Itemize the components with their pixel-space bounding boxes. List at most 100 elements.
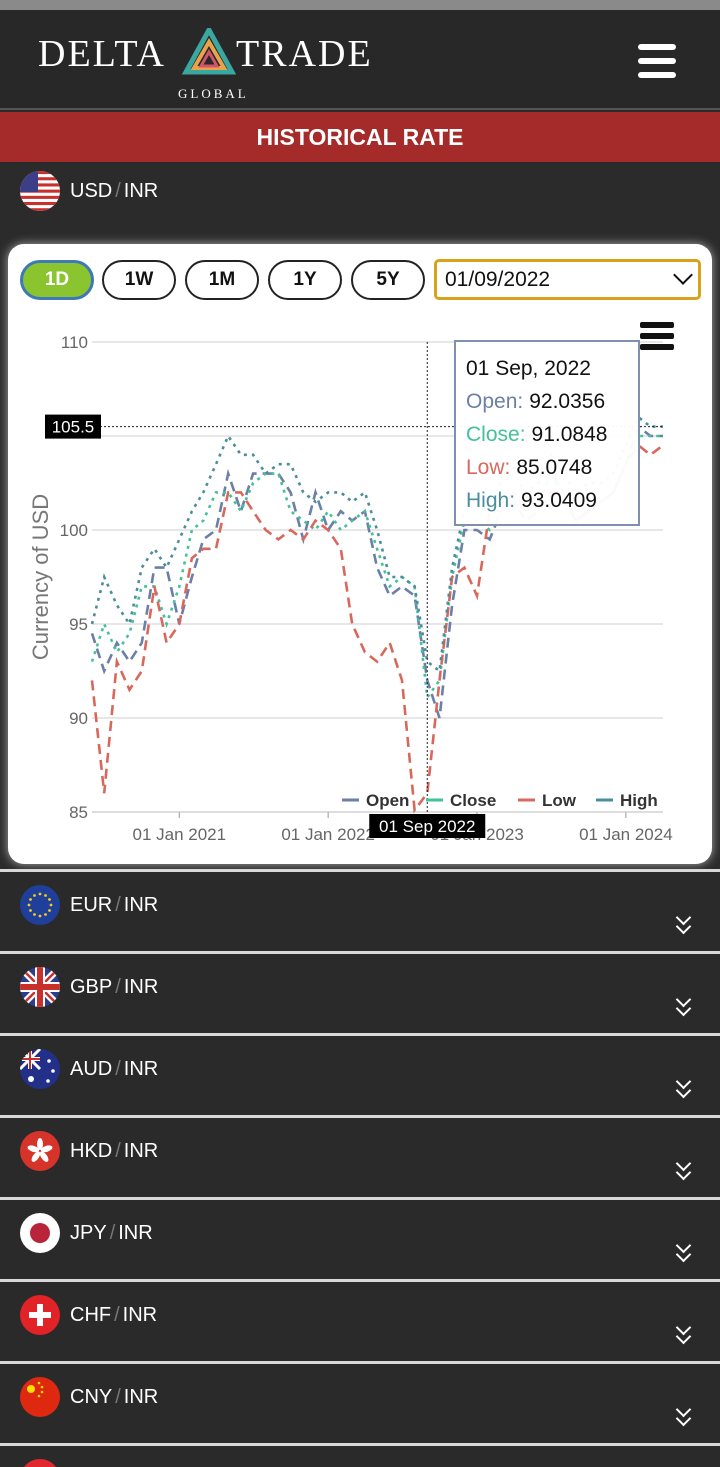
x-tick-label: 01 Jan 2022 bbox=[281, 825, 375, 844]
pair-base: AUD bbox=[70, 1058, 113, 1080]
crosshair-x-badge bbox=[369, 814, 486, 838]
pair-label: GBP / INR bbox=[70, 976, 158, 999]
pair-label: AUD / INR bbox=[70, 1058, 158, 1081]
pair-quote: INR bbox=[123, 1140, 159, 1162]
crosshair-y-badge bbox=[45, 414, 101, 439]
range-button-1m[interactable]: 1M bbox=[185, 260, 259, 300]
pair-row-gbp[interactable]: GBP / INR bbox=[0, 951, 720, 1031]
pair-row-cny[interactable]: CNY / INR bbox=[0, 1361, 720, 1441]
date-select[interactable]: 01/09/2022 bbox=[434, 259, 701, 300]
pair-row-aud[interactable]: AUD / INR bbox=[0, 1033, 720, 1113]
pair-quote: INR bbox=[123, 976, 159, 998]
expand-chevron-icon[interactable] bbox=[674, 909, 694, 938]
chart-tooltip: 01 Sep, 2022 Open: 92.0356 Close: 91.0848 … bbox=[454, 340, 640, 526]
series-line-high bbox=[90, 415, 663, 674]
pair-quote: INR bbox=[123, 1058, 159, 1080]
pair-row-chf[interactable]: CHF / INR bbox=[0, 1279, 720, 1359]
expand-chevron-icon[interactable] bbox=[674, 1401, 694, 1430]
x-tick-label: 01 Jan 2021 bbox=[132, 825, 226, 844]
logo-triangle-icon bbox=[182, 28, 236, 75]
range-button-1w[interactable]: 1W bbox=[102, 260, 176, 300]
pair-separator: / bbox=[115, 1386, 121, 1408]
pair-label: JPY / INR bbox=[70, 1222, 153, 1245]
range-button-1y[interactable]: 1Y bbox=[268, 260, 342, 300]
pair-separator: / bbox=[115, 894, 121, 916]
pair-separator: / bbox=[115, 180, 121, 202]
selected-pair-row[interactable]: USD / INR bbox=[0, 168, 720, 248]
series-line-close bbox=[90, 434, 663, 701]
pair-base: USD bbox=[70, 180, 113, 202]
logo-text-left: DELTA bbox=[38, 33, 166, 75]
legend-label-close: Close bbox=[450, 791, 496, 810]
expand-chevron-icon[interactable] bbox=[674, 991, 694, 1020]
tooltip-high: High: 93.0409 bbox=[466, 489, 597, 512]
pair-row-jpy[interactable]: JPY / INR bbox=[0, 1197, 720, 1277]
pair-quote: INR bbox=[123, 180, 159, 202]
y-tick-label: 85 bbox=[69, 803, 88, 822]
pair-row-more[interactable] bbox=[0, 1443, 720, 1467]
date-select-value: 01/09/2022 bbox=[445, 268, 551, 291]
pair-label: CNY / INR bbox=[70, 1386, 158, 1409]
expand-chevron-icon[interactable] bbox=[674, 1237, 694, 1266]
range-button-5y[interactable]: 5Y bbox=[351, 260, 425, 300]
pair-separator: / bbox=[114, 1304, 120, 1326]
pair-separator: / bbox=[115, 1058, 121, 1080]
chevron-down-icon bbox=[673, 265, 693, 285]
y-tick-label: 95 bbox=[69, 615, 88, 634]
pair-row-hkd[interactable]: HKD / INR bbox=[0, 1115, 720, 1195]
chart-card: 1D 1W 1M 1Y 5Y 01/09/2022 85 90 95 100 110 01… bbox=[8, 244, 712, 864]
y-tick-label: 110 bbox=[61, 333, 88, 352]
pair-base: GBP bbox=[70, 976, 113, 998]
pair-base: HKD bbox=[70, 1140, 113, 1162]
status-strip bbox=[0, 0, 720, 10]
page-title-banner: HISTORICAL RATE bbox=[0, 112, 720, 162]
eu-flag-icon bbox=[20, 885, 60, 925]
x-tick-label: 01 Jan 2024 bbox=[579, 825, 673, 844]
tooltip-open: Open: 92.0356 bbox=[466, 390, 606, 413]
chart-menu-icon bbox=[640, 333, 674, 339]
legend-label-low: Low bbox=[542, 791, 577, 810]
hk-flag-icon bbox=[20, 1131, 60, 1171]
pair-quote: INR bbox=[122, 1304, 158, 1326]
pair-quote: INR bbox=[123, 1386, 159, 1408]
brand-logo[interactable]: DELTA TRADE GLOBAL bbox=[38, 28, 388, 108]
app-header: DELTA TRADE GLOBAL bbox=[0, 10, 720, 110]
pair-separator: / bbox=[115, 976, 121, 998]
pair-quote: INR bbox=[118, 1222, 153, 1244]
pair-base: JPY bbox=[70, 1222, 107, 1244]
pair-quote: INR bbox=[123, 894, 159, 916]
legend-label-open: Open bbox=[366, 791, 409, 810]
series-line-low bbox=[90, 443, 664, 814]
pair-separator: / bbox=[109, 1222, 116, 1244]
legend-label-high: High bbox=[620, 791, 658, 810]
rate-line-chart[interactable]: 85 90 95 100 110 01 Jan 2021 01 Jan 2022 01 Jan… bbox=[8, 304, 712, 864]
jp-flag-icon bbox=[20, 1213, 60, 1253]
chart-menu-icon bbox=[640, 322, 674, 328]
crosshair-y-label: 105.5 bbox=[52, 418, 95, 437]
series-line-open bbox=[90, 424, 663, 719]
hamburger-menu-button[interactable] bbox=[636, 44, 680, 80]
tooltip-low: Low: 85.0748 bbox=[466, 456, 593, 479]
uk-flag-icon bbox=[20, 967, 60, 1007]
pair-row-eur[interactable]: EUR / INR bbox=[0, 869, 720, 949]
pair-label: EUR / INR bbox=[70, 894, 158, 917]
ch-flag-icon bbox=[20, 1295, 60, 1335]
pair-label: CHF / INR bbox=[70, 1304, 157, 1327]
au-flag-icon bbox=[20, 1049, 60, 1089]
pair-base: EUR bbox=[70, 894, 113, 916]
chart-menu-icon bbox=[640, 344, 674, 350]
tooltip-close: Close: 91.0848 bbox=[466, 423, 608, 446]
pair-separator: / bbox=[115, 1140, 121, 1162]
expand-chevron-icon[interactable] bbox=[674, 1073, 694, 1102]
sg-flag-icon bbox=[20, 1459, 60, 1467]
pair-base: CNY bbox=[70, 1386, 113, 1408]
y-axis-label: Currency of USD bbox=[28, 494, 53, 660]
hamburger-icon bbox=[638, 44, 676, 50]
expand-chevron-icon[interactable] bbox=[674, 1319, 694, 1348]
expand-chevron-icon[interactable] bbox=[674, 1155, 694, 1184]
logo-subtitle: GLOBAL bbox=[178, 86, 249, 101]
pair-base: CHF bbox=[70, 1304, 112, 1326]
range-button-1d[interactable]: 1D bbox=[20, 260, 94, 300]
pair-label: HKD / INR bbox=[70, 1140, 158, 1163]
y-tick-label: 100 bbox=[60, 521, 88, 540]
